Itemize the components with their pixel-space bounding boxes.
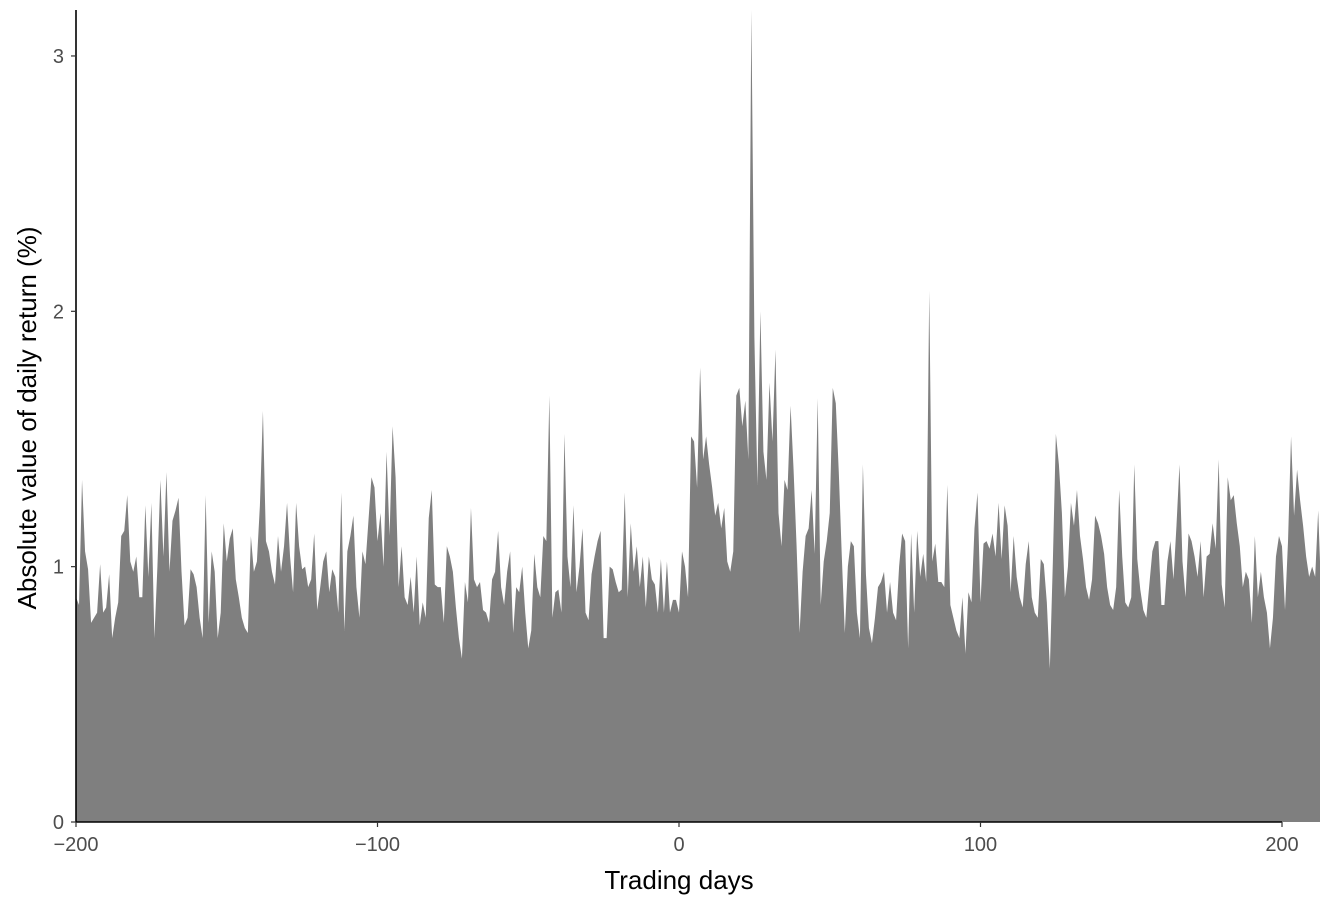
- y-tick-label: 0: [53, 812, 64, 834]
- x-axis-title: Trading days: [604, 865, 753, 895]
- y-tick-label: 3: [53, 46, 64, 68]
- x-tick-label: 0: [673, 834, 684, 856]
- y-tick-label: 1: [53, 557, 64, 579]
- plot-area: [76, 10, 1320, 822]
- x-tick-label: −200: [53, 834, 98, 856]
- x-tick-label: −100: [355, 834, 400, 856]
- x-axis-ticks: −200 −100 0 100 200: [53, 822, 1299, 856]
- area-series-fill: [76, 10, 1320, 822]
- x-tick-label: 100: [964, 834, 997, 856]
- y-axis-ticks: 0 1 2 3: [53, 46, 76, 834]
- y-tick-label: 2: [53, 301, 64, 323]
- y-axis-title: Absolute value of daily return (%): [12, 227, 42, 610]
- x-tick-label: 200: [1265, 834, 1298, 856]
